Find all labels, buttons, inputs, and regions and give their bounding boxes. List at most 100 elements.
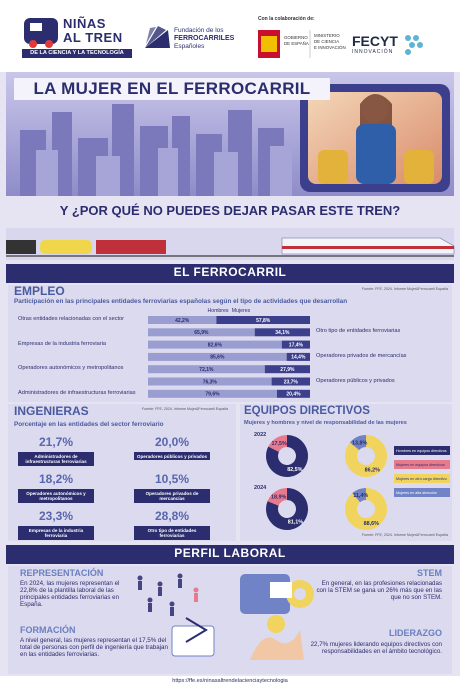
block-text: 22,7% mujeres liderando equipos directiv… (310, 641, 442, 656)
bar (254, 328, 310, 337)
section-title: EL FERROCARRIL (173, 265, 287, 279)
stem-illustration (240, 574, 314, 614)
legend-swatch (394, 460, 450, 469)
value-label: 20,4% (286, 392, 301, 398)
bar (271, 377, 310, 386)
stat-value: 20,0% (154, 435, 190, 449)
bar (276, 389, 310, 398)
gov-name: DE ESPAÑA (284, 41, 309, 46)
stat-label: Otro tipo de entidades ferroviarias (134, 526, 210, 540)
foundation-name: FERROCARRILES (174, 35, 235, 42)
block-text: A nivel general, las mujeres representan… (20, 637, 168, 659)
bar (148, 389, 277, 398)
block-heading: STEM (416, 568, 442, 578)
block-heading: LIDERAZGO (389, 628, 442, 638)
footer-url: https://ffe.es/ninasaltrendelacienciayte… (172, 678, 288, 684)
bar (281, 340, 310, 349)
donut-slice (352, 488, 366, 503)
bar (148, 340, 282, 349)
legend-label: Mujeres en equipos directivos (396, 463, 445, 467)
ministry-name: E INNOVACIÓN (314, 45, 346, 50)
stat-value: 28,8% (154, 509, 190, 523)
donut-slice (268, 435, 287, 452)
brand-sub: DE LA CIENCIA Y LA TECNOLOGÍA (30, 50, 124, 56)
foundation-name: Fundación de los (174, 27, 224, 34)
bar (148, 316, 217, 324)
legend-label: Hombres en equipos directivos (396, 449, 447, 453)
brand-icon (30, 23, 42, 31)
value-label: 82,5% (287, 467, 302, 473)
value-label: 76,3% (203, 379, 218, 385)
section-heading: EMPLEO (14, 284, 65, 298)
donut-slice (265, 435, 308, 478)
value-label: 14,4% (291, 355, 306, 361)
foundation-name: Españoles (174, 43, 205, 50)
bar (148, 328, 255, 337)
section-band (6, 545, 454, 564)
stat-value: 18,2% (38, 472, 74, 486)
figure (318, 150, 348, 184)
row-label: Otras entidades relacionadas con el sect… (18, 316, 125, 322)
stat-label: Operadores autonómicos y metropolitanos (18, 489, 94, 503)
row-label: Operadores públicos y privados (316, 377, 395, 384)
people-icons (137, 573, 183, 616)
section-title: PERFIL LABORAL (174, 546, 286, 560)
figure (404, 150, 434, 184)
year-label: 2022 (254, 432, 266, 438)
stat-label: Operadores privados de mercancías (134, 489, 210, 503)
row-label: Otro tipo de entidades ferroviarias (316, 328, 401, 335)
fecyt-icon (405, 35, 423, 55)
value-label: 27,9% (280, 367, 295, 373)
stat-label: Administradores de infraestructuras ferr… (18, 452, 94, 466)
brand-icon (29, 40, 37, 48)
value-label: 11,4% (353, 493, 368, 499)
leadership-illustration (250, 615, 304, 660)
chart-subtitle: Porcentaje en las entidades del sector f… (14, 421, 164, 428)
source-note: Fuente: FFE, 2024. Informe Mujer&Ferroca… (361, 287, 448, 291)
donut-slice (265, 488, 308, 531)
chart-subtitle: Participación en las principales entidad… (14, 298, 348, 305)
row-label: Administradores de infraestructuras ferr… (18, 389, 136, 396)
value-label: 17,5% (272, 441, 287, 447)
brand-icon (45, 40, 53, 48)
value-label: 85,6% (210, 355, 225, 361)
collab-label: Con la colaboración de: (258, 16, 315, 22)
value-label: 88,6% (364, 521, 379, 527)
value-label: 34,1% (275, 330, 290, 336)
training-illustration (171, 617, 215, 657)
legend-label: Mujeres (232, 308, 251, 314)
donut-slice (349, 435, 366, 451)
bar (216, 316, 310, 324)
value-label: 86,2% (365, 468, 380, 474)
block-heading: FORMACIÓN (20, 625, 76, 635)
value-label: 72,1% (199, 367, 214, 373)
buildings (36, 146, 292, 196)
bar (148, 377, 272, 386)
year-label: 2024 (254, 485, 267, 491)
section-heading: EQUIPOS DIRECTIVOS (244, 405, 370, 417)
row-label: Operadores autonómicos y metropolitanos (18, 365, 124, 372)
brand-name: AL TREN (63, 30, 123, 45)
value-label: 13,8% (352, 440, 367, 446)
value-label: 18,9% (271, 495, 286, 501)
chart-subtitle: Mujeres y hombres y nivel de responsabil… (244, 420, 407, 426)
block-text: En general, en las profesiones relaciona… (316, 580, 442, 602)
hero-title-box (14, 78, 330, 100)
section-heading: INGENIERAS (14, 404, 89, 418)
value-label: 81,1% (288, 519, 303, 525)
train (6, 240, 36, 254)
people-icons (193, 587, 199, 602)
donut-slice (345, 435, 388, 478)
hero-question: Y ¿POR QUÉ NO PUEDES DEJAR PASAR ESTE TR… (59, 203, 401, 218)
value-label: 65,9% (194, 330, 209, 336)
train (40, 240, 92, 254)
block-heading: REPRESENTACIÓN (20, 568, 104, 578)
row-label: Empresas de la industria ferroviaria (18, 340, 106, 347)
legend-label: Mujeres en otro cargo directivo (396, 477, 447, 481)
header-bg (0, 0, 460, 72)
source-note: Fuente: FFE, 2024. Informe Mujer&Ferroca… (141, 407, 228, 411)
bar (264, 365, 310, 374)
